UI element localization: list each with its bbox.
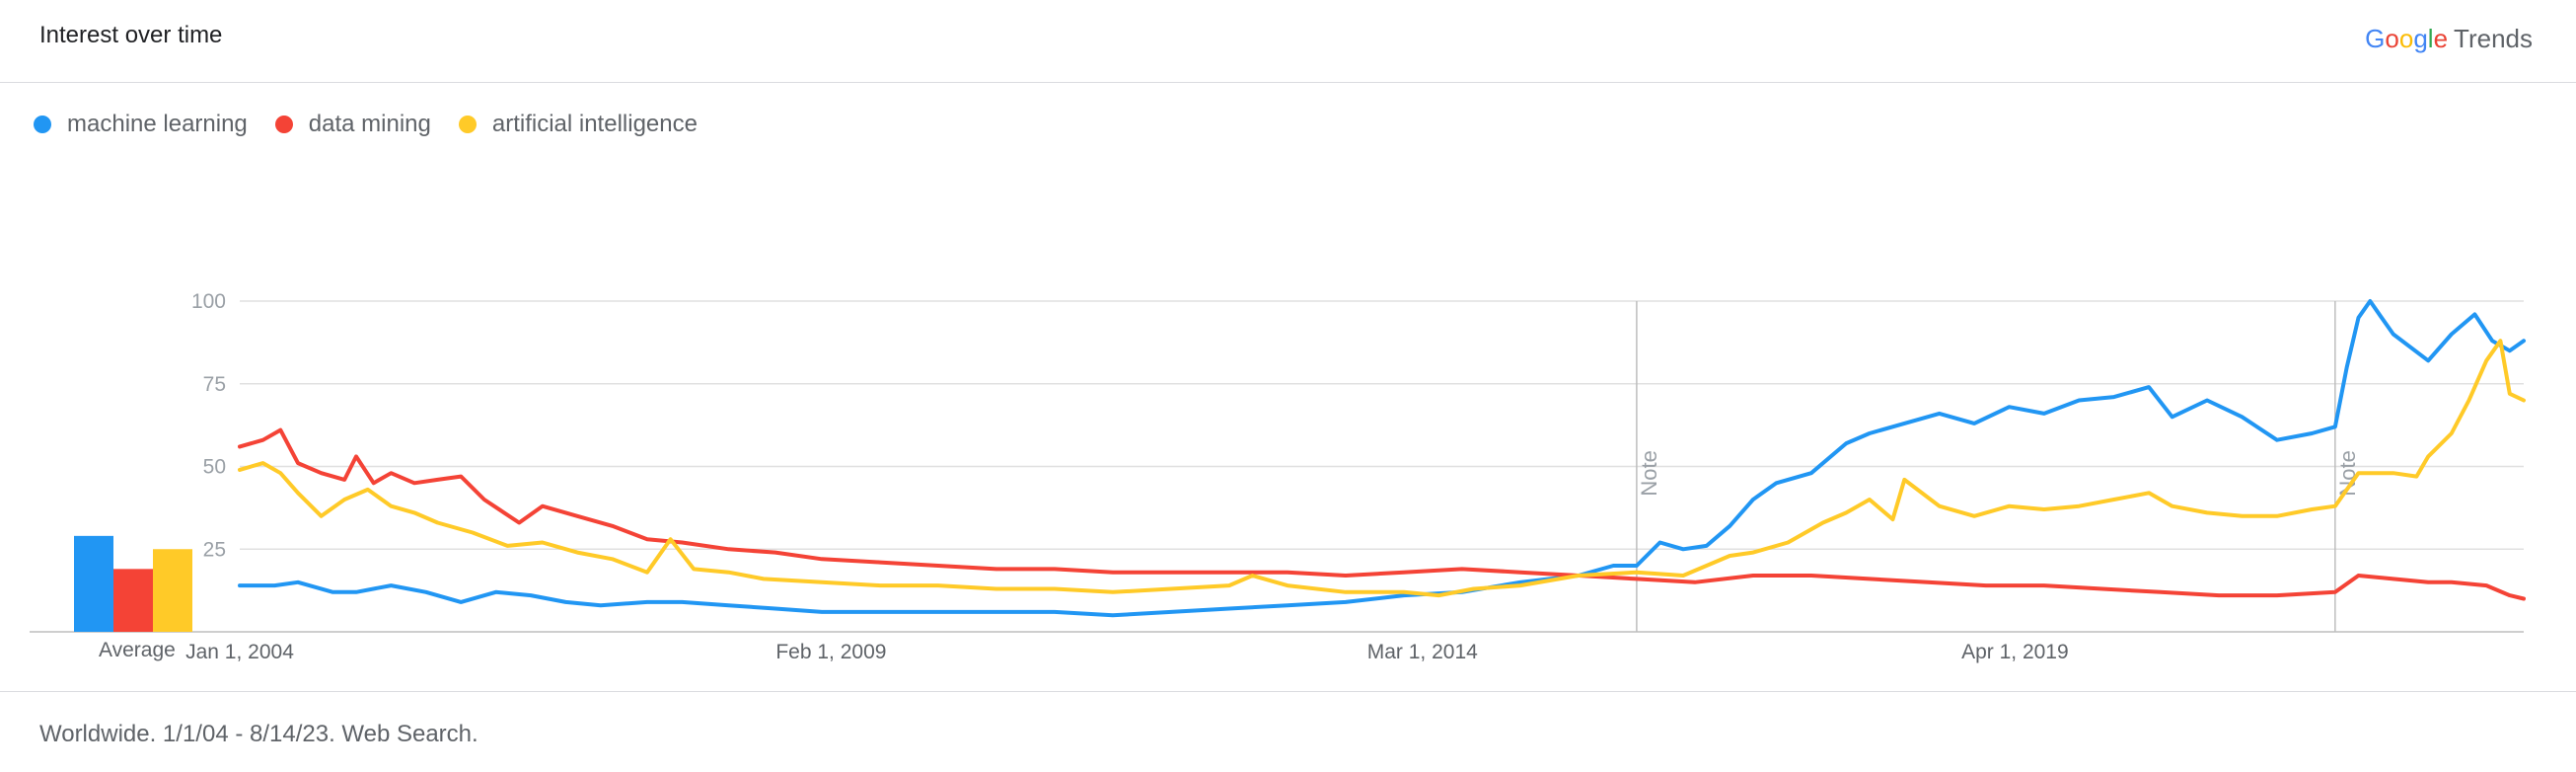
- header-divider: [0, 82, 2576, 83]
- legend-label: artificial intelligence: [491, 111, 698, 137]
- series-line: [238, 299, 2526, 618]
- brand-letter: l: [2427, 24, 2434, 53]
- brand-letter: o: [2398, 24, 2414, 53]
- footer-divider: [0, 691, 2576, 692]
- x-tick-label: Mar 1, 2014: [1367, 641, 1478, 663]
- average-bar: [74, 535, 113, 632]
- legend: machine learning data mining artificial …: [34, 111, 698, 138]
- google-trends-logo: Google Trends: [2365, 24, 2533, 54]
- footer-caption: Worldwide. 1/1/04 - 8/14/23. Web Search.: [39, 721, 478, 747]
- x-tick-label: Feb 1, 2009: [775, 641, 886, 663]
- series-lines: [238, 299, 2526, 618]
- brand-letter: g: [2413, 24, 2428, 53]
- average-bar: [113, 569, 153, 632]
- brand-letter: G: [2365, 24, 2386, 53]
- legend-dot-icon: [34, 116, 51, 133]
- legend-item-data-mining[interactable]: data mining: [274, 111, 431, 138]
- y-tick-label: 50: [203, 456, 226, 479]
- average-bar: [153, 549, 192, 632]
- y-tick-label: 100: [191, 290, 226, 313]
- note-label: Note: [1637, 450, 1661, 496]
- y-tick-label: 25: [203, 538, 226, 561]
- legend-label: machine learning: [67, 111, 248, 137]
- brand-suffix: Trends: [2454, 24, 2533, 53]
- x-tick-label: Apr 1, 2019: [1961, 641, 2069, 663]
- legend-dot-icon: [458, 116, 477, 133]
- brand-letter: o: [2385, 24, 2399, 53]
- legend-item-artificial-intelligence[interactable]: artificial intelligence: [458, 111, 698, 138]
- average-label: Average: [99, 639, 176, 661]
- legend-label: data mining: [308, 111, 431, 137]
- series-line: [238, 339, 2526, 598]
- x-tick-label: Jan 1, 2004: [185, 641, 294, 663]
- brand-letter: e: [2433, 24, 2449, 53]
- legend-dot-icon: [274, 116, 293, 133]
- gridlines: 25 50 75 100: [30, 290, 2524, 633]
- y-tick-label: 75: [203, 373, 226, 396]
- x-axis-ticks: Jan 1, 2004 Feb 1, 2009 Mar 1, 2014 Apr 1, …: [185, 641, 2069, 663]
- series-line: [238, 427, 2526, 601]
- legend-item-machine-learning[interactable]: machine learning: [34, 111, 248, 138]
- average-bars: [74, 535, 192, 632]
- card-title: Interest over time: [39, 22, 223, 48]
